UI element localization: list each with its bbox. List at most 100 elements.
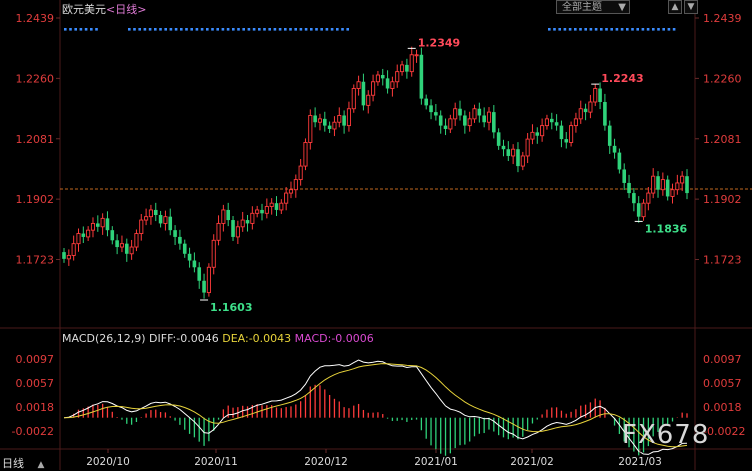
candle-body — [617, 152, 622, 170]
candle-body — [375, 74, 380, 83]
event-dot — [133, 28, 136, 31]
candle — [569, 121, 574, 147]
event-dot — [346, 28, 349, 31]
candle-body — [303, 142, 308, 167]
candle — [293, 174, 298, 198]
candle — [192, 252, 197, 273]
candle — [492, 105, 496, 139]
candle-body — [134, 233, 139, 248]
event-dot — [174, 28, 178, 31]
event-dot — [278, 28, 282, 31]
event-dot — [553, 28, 556, 31]
candle — [598, 82, 602, 110]
candle — [525, 133, 530, 164]
candle-body — [231, 220, 235, 237]
candle — [264, 198, 269, 219]
candle — [197, 262, 202, 289]
price-tick-label-left: 1.1902 — [16, 193, 55, 206]
macd-tick-label-left: 0.0097 — [16, 353, 55, 366]
candle-body — [603, 101, 607, 126]
instrument-name: 欧元美元 — [62, 3, 106, 16]
candle-body — [656, 176, 660, 190]
candle-body — [158, 214, 163, 224]
candle — [544, 114, 549, 130]
event-dot — [190, 28, 193, 31]
event-dot — [320, 28, 323, 31]
candle-body — [612, 145, 617, 153]
candle — [96, 215, 100, 232]
candle-body — [506, 149, 511, 156]
candle — [216, 215, 221, 246]
candle-body — [293, 179, 298, 191]
candle-body — [390, 81, 395, 89]
candle-body — [559, 125, 564, 140]
candle — [675, 174, 680, 195]
period-corner-text: 日线 — [2, 457, 24, 470]
candle — [182, 239, 187, 258]
candle — [202, 273, 206, 299]
candle-body — [535, 132, 540, 136]
candle — [245, 214, 250, 232]
candle — [448, 114, 453, 134]
candle-body — [124, 243, 129, 254]
candle-body — [405, 64, 409, 72]
candle-body — [632, 193, 636, 204]
candle-body — [520, 155, 525, 167]
candle — [322, 111, 327, 132]
candle — [158, 210, 163, 228]
candle — [351, 84, 356, 113]
candle — [477, 102, 482, 123]
candle-body — [139, 219, 144, 234]
candle-body — [100, 217, 105, 228]
candle — [588, 94, 593, 119]
event-dot — [64, 28, 67, 31]
event-dot — [330, 28, 334, 31]
candle-body — [313, 115, 317, 123]
scroll-up-button[interactable]: ▲ — [668, 0, 682, 14]
candle-body — [182, 243, 187, 254]
candle — [578, 100, 583, 124]
event-dot — [258, 28, 261, 31]
price-tick-label-left: 1.1723 — [16, 254, 55, 267]
time-tick-label: 2020/11 — [194, 456, 238, 468]
candle — [139, 213, 144, 241]
candle — [385, 70, 390, 94]
event-dot — [600, 28, 603, 31]
candle-body — [226, 209, 231, 221]
candle — [429, 99, 433, 120]
candle-body — [168, 216, 173, 231]
period-corner-label[interactable]: 日线 ▲ — [2, 455, 44, 471]
candle — [593, 84, 598, 107]
candle — [496, 128, 501, 150]
candle — [327, 121, 332, 134]
candlestick-series — [62, 46, 689, 299]
candle — [342, 110, 346, 134]
candle-body — [66, 255, 71, 260]
candle — [153, 202, 158, 222]
theme-select[interactable]: 全部主题 ▼ — [556, 0, 630, 14]
candle — [617, 148, 622, 174]
candle — [530, 124, 535, 145]
event-dot — [636, 28, 639, 31]
event-dot — [657, 28, 660, 31]
candle — [656, 171, 660, 198]
candle-body — [496, 132, 501, 146]
event-dot — [69, 28, 72, 31]
candle-body — [467, 118, 472, 127]
candle-body — [332, 121, 337, 130]
candle-body — [62, 252, 66, 259]
candle-body — [622, 169, 627, 183]
candle — [221, 204, 226, 232]
candle-body — [438, 115, 443, 126]
candle — [361, 73, 366, 111]
scroll-down-button[interactable]: ▼ — [684, 0, 698, 14]
candle-body — [235, 226, 240, 238]
candle — [134, 229, 139, 252]
price-tick-label-right: 1.2081 — [703, 133, 742, 146]
candle-body — [129, 246, 134, 255]
event-dot — [626, 28, 629, 31]
event-dot — [594, 28, 598, 31]
macd-tick-label-right: 0.0018 — [703, 401, 742, 414]
candle — [178, 229, 182, 250]
candle-body — [429, 105, 433, 113]
